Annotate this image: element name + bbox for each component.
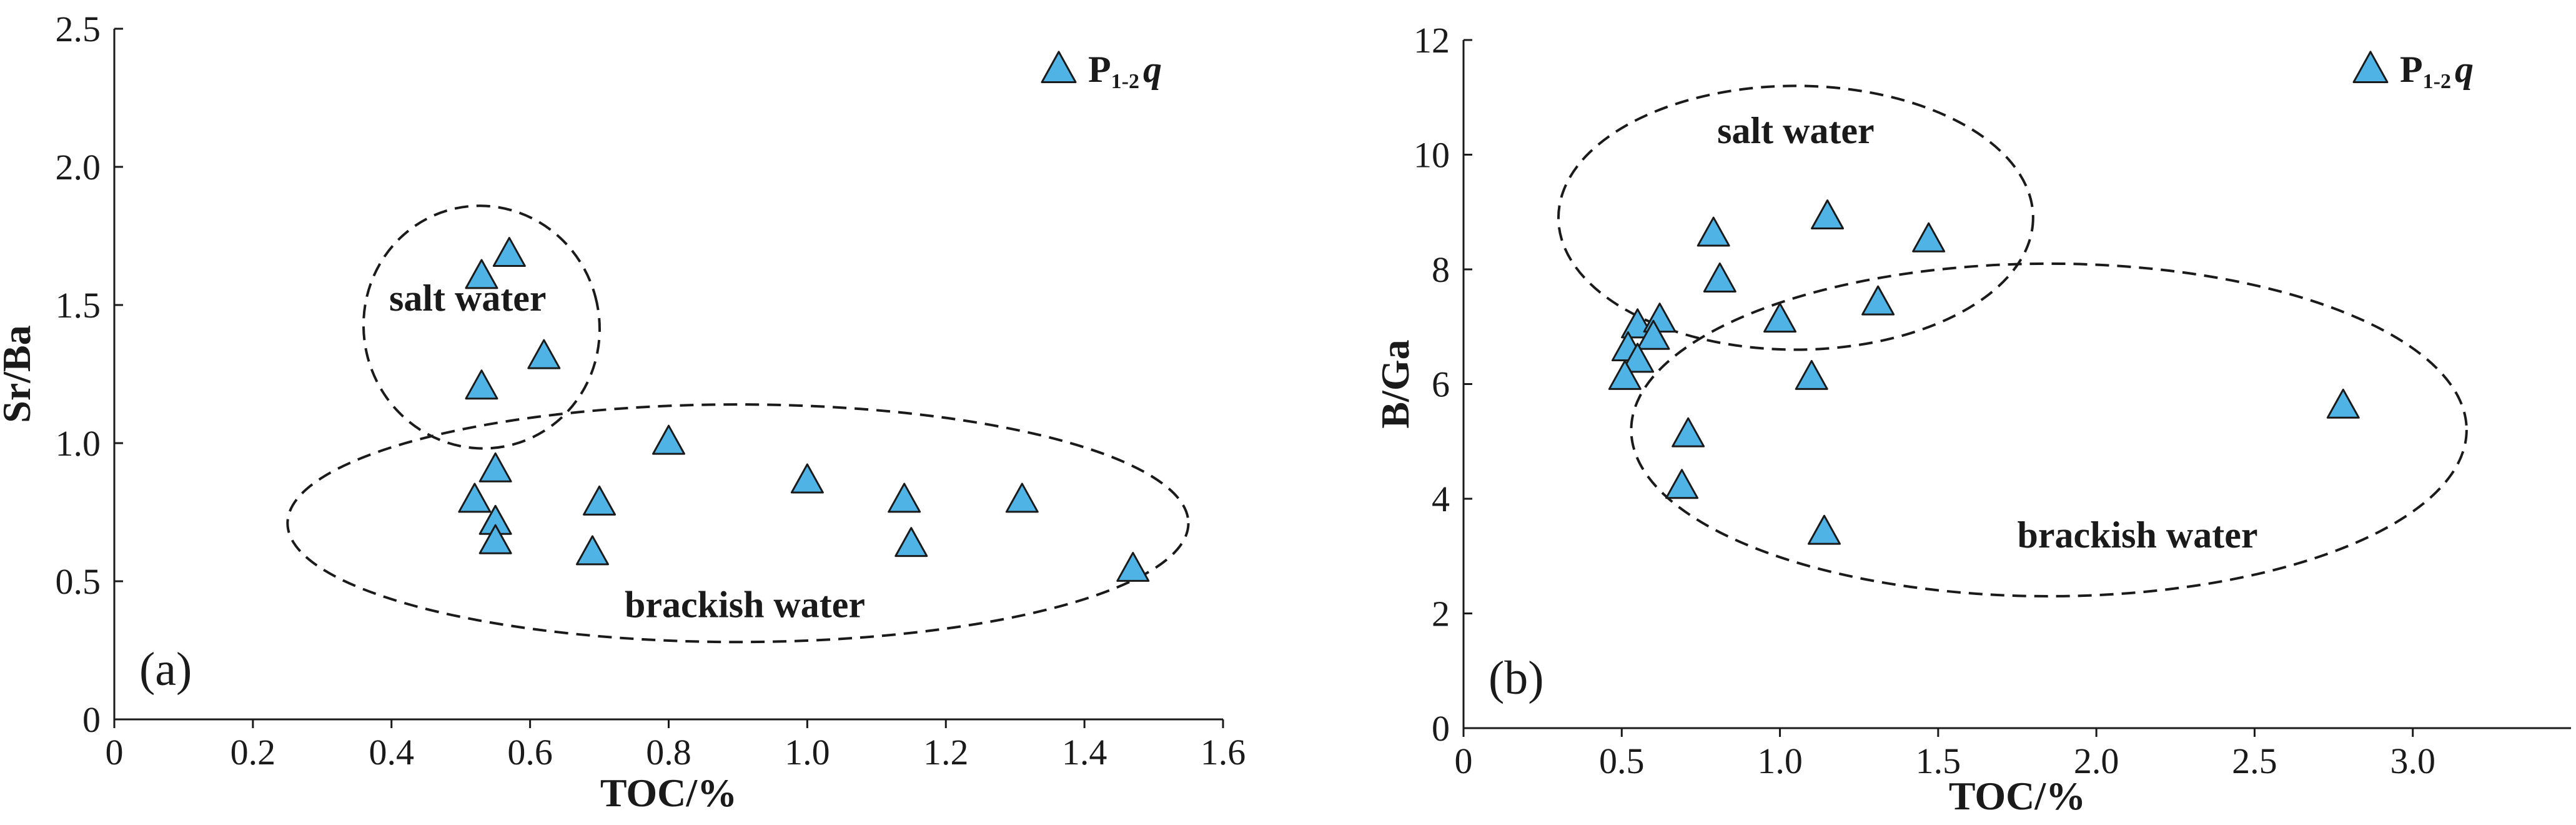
x-tick-label: 0: [1455, 741, 1473, 781]
y-tick-label: 4: [1432, 479, 1450, 519]
y-tick-label: 8: [1432, 249, 1450, 290]
salt-water-region: [1557, 84, 2034, 351]
legend-label-subscript: 1-2: [1111, 70, 1139, 93]
data-point-triangle: [465, 369, 498, 400]
data-point-triangle: [1763, 302, 1797, 333]
brackish-water-label: brackish water: [2018, 514, 2258, 556]
data-point-triangle: [888, 482, 921, 513]
y-tick-label: 1.5: [56, 285, 101, 326]
data-point-triangle: [492, 237, 526, 268]
x-tick-label: 3.0: [2390, 741, 2435, 781]
data-point-triangle: [652, 424, 685, 455]
legend-label-main: P: [2400, 49, 2423, 90]
data-point-triangle: [1672, 417, 1705, 448]
x-tick-label: 2.0: [2074, 741, 2119, 781]
panel-label: (b): [1489, 652, 1544, 704]
y-axis-title: Sr/Ba: [0, 325, 39, 422]
legend-label-italic: q: [1143, 49, 1162, 90]
data-point-triangle: [1608, 359, 1642, 390]
data-point-triangle: [1811, 199, 1845, 230]
data-point-triangle: [1621, 342, 1655, 373]
data-point-triangle: [790, 463, 824, 494]
y-axis-title: B/Ga: [1373, 339, 1417, 428]
data-point-triangle: [1703, 262, 1736, 292]
x-tick-label: 0.2: [230, 732, 276, 772]
y-tick-label: 2: [1432, 594, 1450, 634]
y-tick-label: 6: [1432, 364, 1450, 405]
x-tick-label: 1.0: [1757, 741, 1803, 781]
legend-label-main: P: [1088, 49, 1111, 90]
data-point-triangle: [1116, 551, 1150, 582]
data-point-triangle: [583, 485, 617, 516]
x-tick-label: 0.8: [646, 732, 691, 772]
legend-label-italic: q: [2455, 49, 2474, 90]
panel-label: (a): [139, 643, 192, 696]
x-tick-label: 1.2: [923, 732, 969, 772]
legend-label: P1-2 q: [2400, 49, 2474, 93]
salt-water-region: [362, 204, 601, 450]
data-point-triangle: [1005, 482, 1039, 513]
x-tick-label: 1.0: [785, 732, 830, 772]
data-point-triangle: [1665, 469, 1699, 499]
chart-panel-a: 0 0.2 0.4 0.6 0.8 1.0 1.2 1.4 1.6 0 0.5 1.0 1.5 2.0 2.…: [0, 9, 1246, 815]
brackish-water-region: [286, 403, 1190, 644]
data-point-triangle: [894, 527, 928, 558]
x-axis-title: TOC/%: [1949, 774, 2086, 818]
data-point-triangle: [1807, 514, 1841, 545]
x-tick-label: 0.4: [369, 732, 415, 772]
y-tick-label: 2.0: [56, 147, 101, 188]
y-tick-label: 10: [1414, 135, 1450, 176]
data-point-triangle: [527, 339, 561, 369]
data-point-triangle: [478, 452, 512, 482]
salt-water-label: salt water: [1717, 110, 1875, 151]
y-tick-label: 2.5: [56, 9, 101, 49]
x-tick-label: 0.5: [1599, 741, 1645, 781]
x-tick-label: 2.5: [2232, 741, 2277, 781]
data-point-triangle: [1912, 222, 1946, 252]
data-point-triangle: [478, 524, 512, 554]
data-point-triangle: [1795, 359, 1828, 390]
legend-triangle-icon: [1041, 51, 1077, 83]
legend-label-subscript: 1-2: [2423, 70, 2451, 93]
x-tick-label: 0: [106, 732, 124, 772]
brackish-water-region: [1630, 262, 2468, 598]
data-point-triangle: [465, 259, 498, 289]
x-tick-label: 0.6: [507, 732, 553, 772]
legend-triangle-icon: [2352, 51, 2389, 83]
x-tick-label: 1.6: [1201, 732, 1246, 772]
data-point-triangle: [1861, 285, 1895, 316]
data-point-triangle: [2326, 388, 2360, 419]
y-tick-label: 0.5: [56, 561, 101, 602]
x-axis-title: TOC/%: [600, 771, 737, 815]
y-tick-label: 1.0: [56, 423, 101, 464]
brackish-water-label: brackish water: [625, 584, 865, 625]
y-tick-label: 12: [1414, 20, 1450, 61]
chart-panel-b: 0 0.5 1.0 1.5 2.0 2.5 3.0 0 2 4 6 8 10 12 TOC/% B/Ga sal…: [1373, 20, 2571, 818]
y-tick-label: 0: [1432, 708, 1450, 749]
data-point-triangle: [1637, 319, 1670, 350]
y-tick-label: 0: [82, 699, 101, 740]
x-tick-label: 1.4: [1062, 732, 1107, 772]
legend-label: P1-2 q: [1088, 49, 1162, 93]
data-point-triangle: [1697, 216, 1730, 247]
x-tick-label: 1.5: [1916, 741, 1961, 781]
data-point-triangle: [458, 482, 492, 513]
data-point-triangle: [575, 535, 609, 566]
